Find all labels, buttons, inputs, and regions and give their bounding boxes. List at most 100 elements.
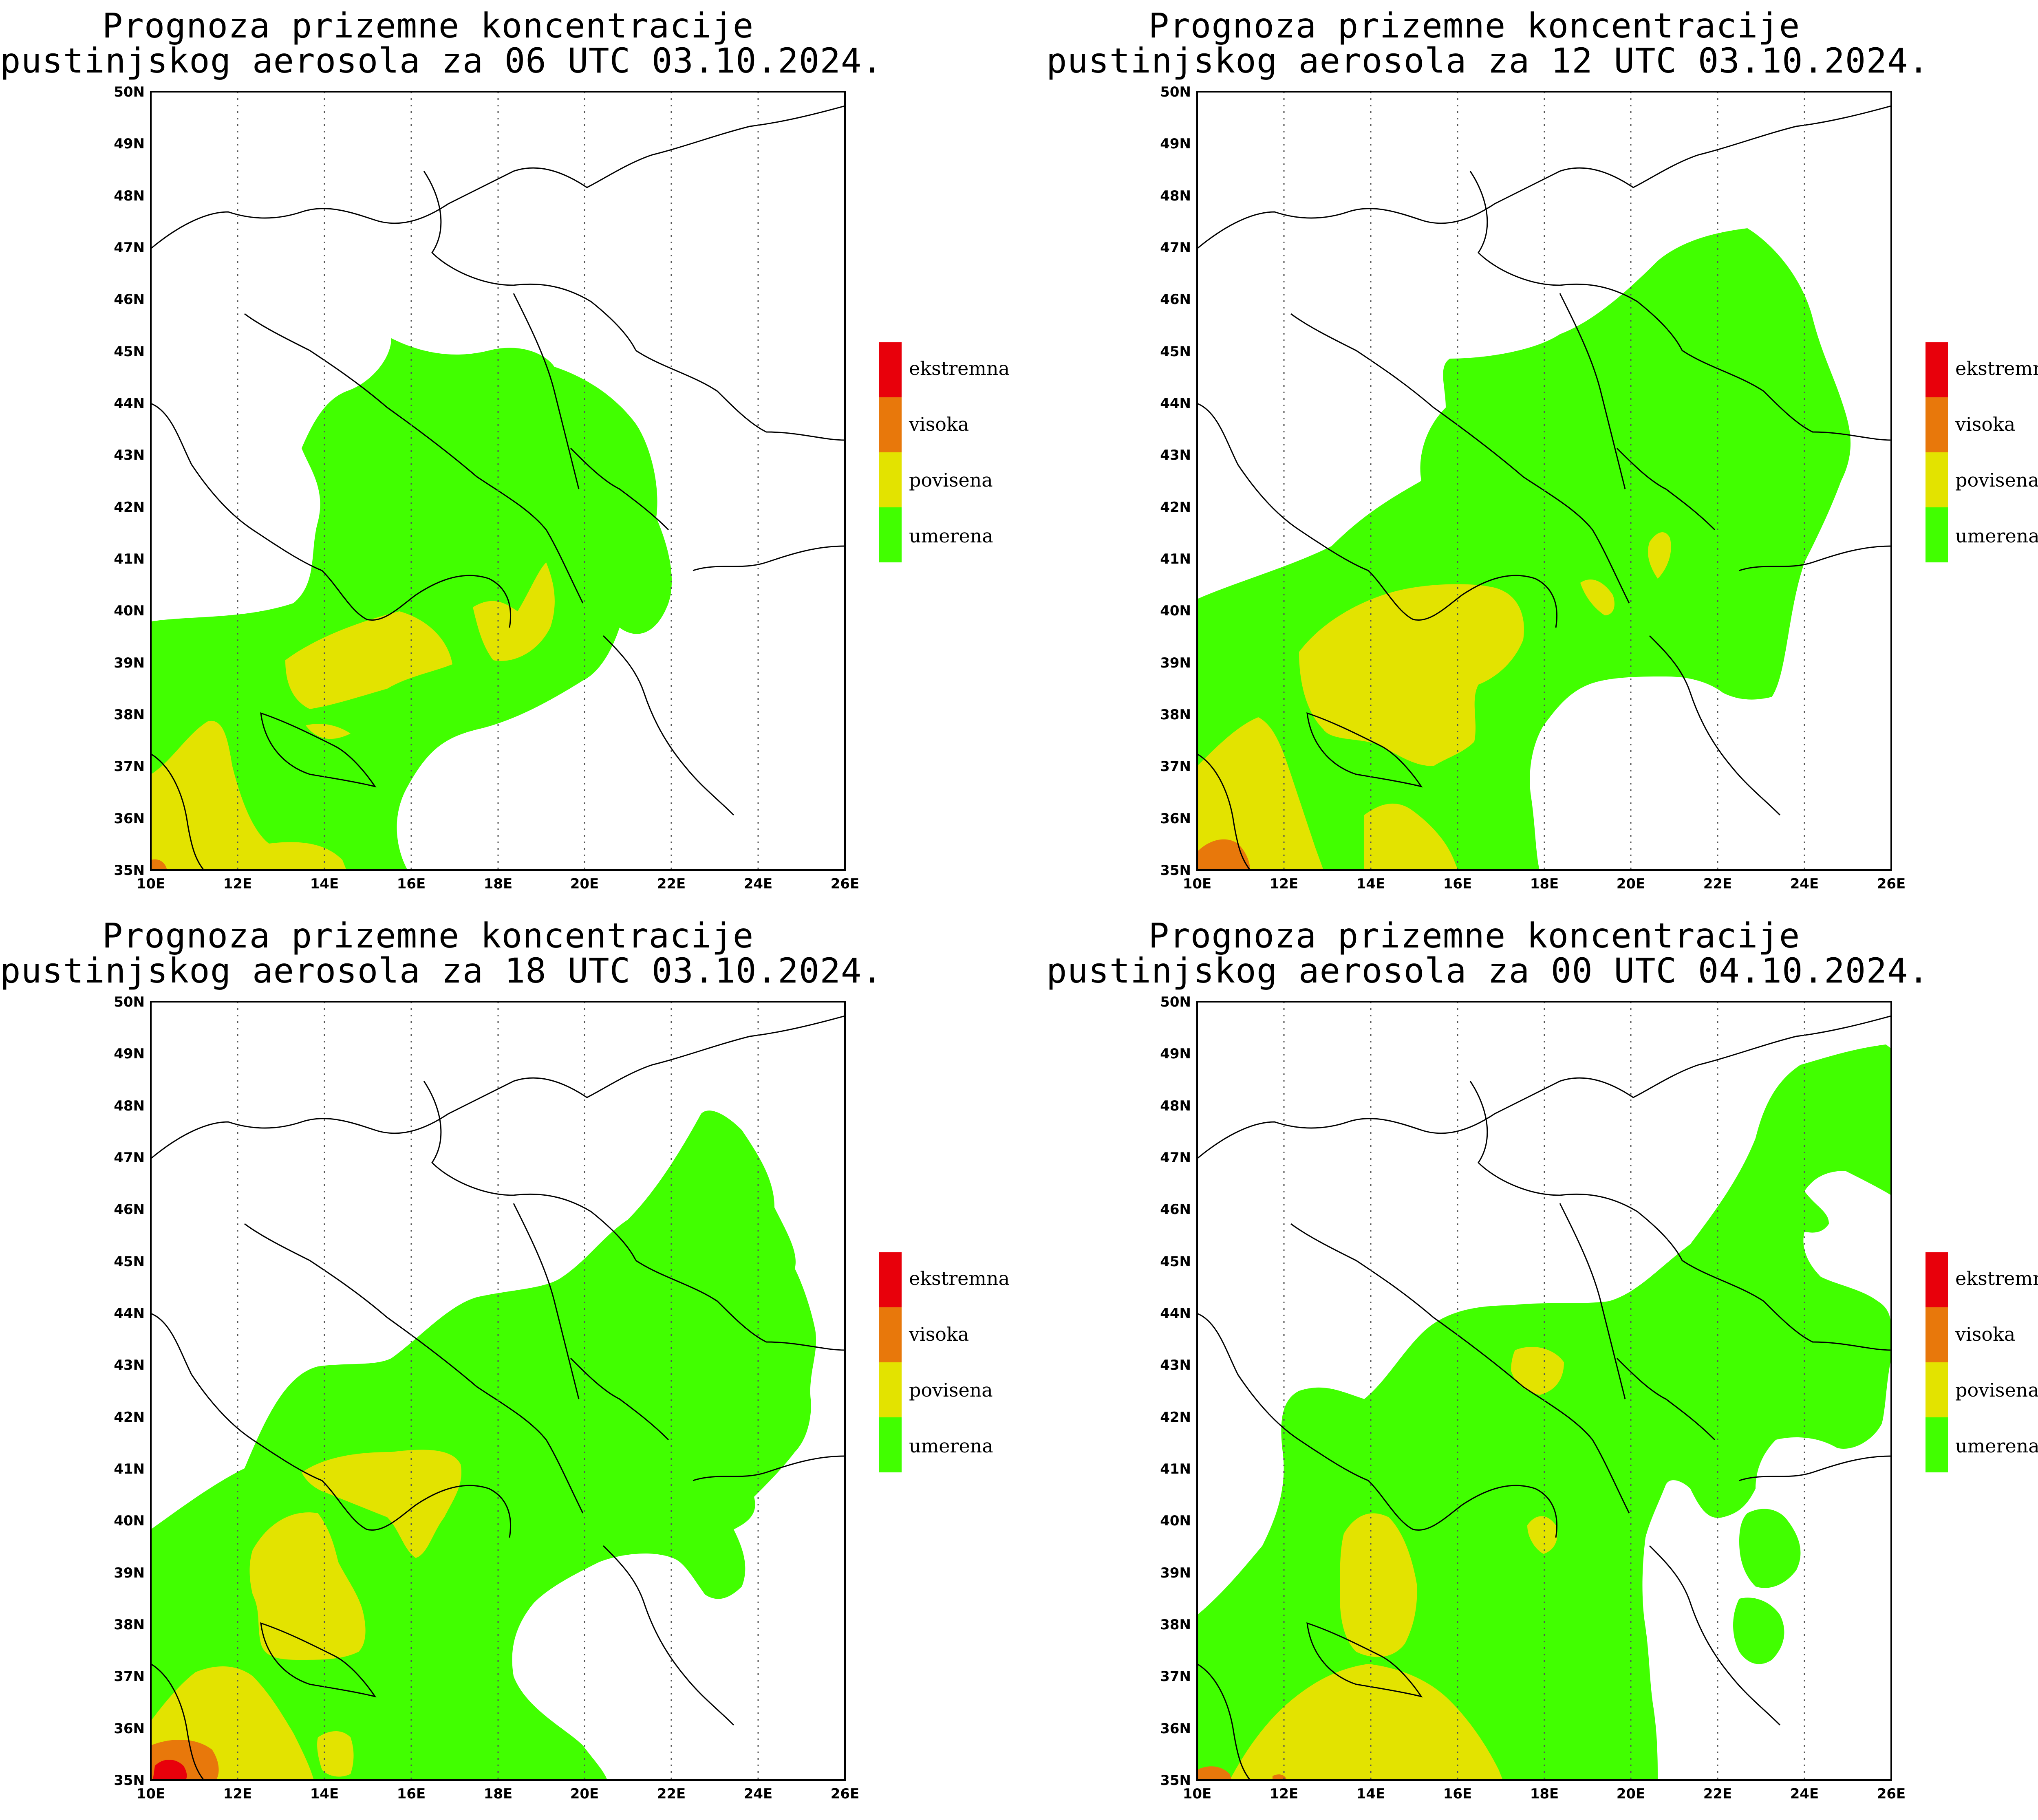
legend-label-umerena: umerena bbox=[1955, 525, 2038, 547]
svg-text:37N: 37N bbox=[114, 1668, 145, 1685]
zone-povisena-2 bbox=[1580, 579, 1615, 615]
svg-text:37N: 37N bbox=[114, 758, 145, 775]
lat-axis: 50N 49N 48N 47N 46N 45N 44N 43N 42N 41N 40N 39… bbox=[1160, 994, 1191, 1789]
legend-swatch-umerena bbox=[1926, 1417, 1948, 1472]
legend-swatch-povisena bbox=[879, 452, 902, 507]
svg-text:44N: 44N bbox=[1160, 1305, 1191, 1322]
svg-text:16E: 16E bbox=[397, 1786, 426, 1802]
svg-text:48N: 48N bbox=[1160, 1098, 1191, 1114]
svg-text:12E: 12E bbox=[1270, 1786, 1299, 1802]
svg-text:47N: 47N bbox=[114, 240, 145, 256]
svg-text:14E: 14E bbox=[1356, 876, 1385, 892]
title-line-1: Prognoza prizemne koncentracije bbox=[102, 6, 754, 46]
svg-text:22E: 22E bbox=[657, 876, 686, 892]
legend-label-visoka: visoka bbox=[1955, 1323, 2015, 1345]
svg-text:24E: 24E bbox=[744, 876, 773, 892]
svg-text:20E: 20E bbox=[570, 876, 599, 892]
legend-label-umerena: umerena bbox=[1955, 1435, 2038, 1457]
coastlines-borders bbox=[151, 1015, 845, 1780]
svg-text:39N: 39N bbox=[1160, 655, 1191, 671]
svg-text:44N: 44N bbox=[1160, 395, 1191, 412]
legend-label-povisena: povisena bbox=[909, 469, 993, 491]
zone-umerena bbox=[1197, 1044, 1891, 1780]
svg-text:50N: 50N bbox=[1160, 84, 1191, 100]
svg-text:42N: 42N bbox=[1160, 1409, 1191, 1426]
svg-text:14E: 14E bbox=[310, 1786, 339, 1802]
svg-text:40N: 40N bbox=[114, 603, 145, 619]
svg-text:49N: 49N bbox=[1160, 136, 1191, 152]
svg-text:44N: 44N bbox=[114, 395, 145, 412]
lat-axis: 50N 49N 48N 47N 46N 45N 44N 43N 42N 41N 40N 39… bbox=[114, 994, 145, 1789]
zone-povisena-2 bbox=[473, 562, 555, 661]
title-line-1: Prognoza prizemne koncentracije bbox=[102, 916, 754, 956]
svg-text:46N: 46N bbox=[114, 291, 145, 308]
forecast-map: 50N 49N 48N 47N 46N 45N 44N 43N 42N 41N 40N 39… bbox=[1160, 84, 2038, 892]
zone-povisena-2 bbox=[1527, 1516, 1557, 1554]
svg-text:43N: 43N bbox=[114, 1357, 145, 1373]
map-panel-00utc: Prognoza prizemne koncentracije pustinjs… bbox=[1046, 910, 2038, 1820]
zone-povisena-1 bbox=[285, 611, 452, 709]
legend-label-ekstremna: ekstremna bbox=[1955, 1267, 2038, 1289]
svg-text:22E: 22E bbox=[657, 1786, 686, 1802]
aerosol-zones bbox=[151, 338, 672, 870]
lat-axis: 50N 49N 48N 47N 46N 45N 44N 43N 42N 41N 40N 39… bbox=[1160, 84, 1191, 879]
zone-visoka bbox=[151, 859, 167, 870]
svg-text:10E: 10E bbox=[1183, 1786, 1212, 1802]
aerosol-zones bbox=[1197, 228, 1851, 870]
legend-swatch-visoka bbox=[1926, 397, 1948, 452]
coastlines-borders bbox=[1197, 1015, 1891, 1780]
zone-umerena bbox=[1197, 228, 1851, 870]
svg-text:39N: 39N bbox=[114, 1565, 145, 1581]
svg-text:42N: 42N bbox=[1160, 499, 1191, 516]
title-line-2: pustinjskog aerosola za 18 UTC 03.10.202… bbox=[0, 951, 883, 991]
svg-text:46N: 46N bbox=[1160, 1201, 1191, 1218]
svg-text:49N: 49N bbox=[114, 1046, 145, 1062]
legend-label-povisena: povisena bbox=[1955, 1379, 2038, 1401]
map-frame bbox=[150, 1001, 846, 1781]
svg-text:50N: 50N bbox=[114, 84, 145, 100]
zone-povisena-2 bbox=[249, 1512, 366, 1660]
legend-label-ekstremna: ekstremna bbox=[909, 1267, 1010, 1289]
svg-text:35N: 35N bbox=[114, 1772, 145, 1789]
zone-povisena-4 bbox=[1230, 1664, 1503, 1780]
lon-axis: 10E 12E 14E 16E 18E 20E 22E 24E 26E bbox=[137, 1786, 860, 1802]
panel-title: Prognoza prizemne koncentracije pustinjs… bbox=[1046, 918, 1929, 988]
svg-text:36N: 36N bbox=[114, 811, 145, 827]
svg-text:41N: 41N bbox=[114, 1461, 145, 1477]
svg-text:39N: 39N bbox=[114, 655, 145, 671]
svg-text:18E: 18E bbox=[484, 876, 513, 892]
svg-text:41N: 41N bbox=[1160, 1461, 1191, 1477]
svg-text:14E: 14E bbox=[310, 876, 339, 892]
svg-text:47N: 47N bbox=[1160, 240, 1191, 256]
svg-text:24E: 24E bbox=[744, 1786, 773, 1802]
map-panel-06utc: Prognoza prizemne koncentracije pustinjs… bbox=[0, 0, 1046, 910]
panel-title: Prognoza prizemne koncentracije pustinjs… bbox=[0, 916, 883, 991]
coastlines-borders bbox=[151, 105, 845, 870]
zone-island-2 bbox=[1733, 1597, 1784, 1664]
svg-text:18E: 18E bbox=[1530, 1786, 1559, 1802]
map-frame bbox=[1196, 1001, 1892, 1781]
svg-text:36N: 36N bbox=[1160, 1721, 1191, 1737]
legend-swatch-umerena bbox=[879, 507, 902, 562]
svg-text:49N: 49N bbox=[1160, 1046, 1191, 1062]
legend-swatch-visoka bbox=[879, 1307, 902, 1362]
lon-axis: 10E 12E 14E 16E 18E 20E 22E 24E 26E bbox=[1183, 1786, 1906, 1802]
legend-label-povisena: povisena bbox=[1955, 469, 2038, 491]
legend-label-umerena: umerena bbox=[909, 525, 993, 547]
legend-label-visoka: visoka bbox=[909, 1323, 969, 1345]
svg-text:10E: 10E bbox=[1183, 876, 1212, 892]
zone-povisena-1 bbox=[1299, 584, 1524, 766]
svg-text:12E: 12E bbox=[223, 876, 252, 892]
forecast-map: 50N 49N 48N 47N 46N 45N 44N 43N 42N 41N 40N 39… bbox=[1160, 994, 2038, 1802]
zone-povisena-5 bbox=[1364, 803, 1458, 870]
svg-text:50N: 50N bbox=[114, 994, 145, 1010]
svg-text:24E: 24E bbox=[1790, 1786, 1819, 1802]
svg-text:48N: 48N bbox=[114, 188, 145, 204]
title-line-1: Prognoza prizemne koncentracije bbox=[1148, 6, 1800, 46]
svg-text:18E: 18E bbox=[484, 1786, 513, 1802]
svg-text:26E: 26E bbox=[1877, 1786, 1906, 1802]
svg-text:42N: 42N bbox=[114, 499, 145, 516]
svg-text:35N: 35N bbox=[1160, 862, 1191, 879]
svg-text:37N: 37N bbox=[1160, 1668, 1191, 1685]
svg-text:24E: 24E bbox=[1790, 876, 1819, 892]
